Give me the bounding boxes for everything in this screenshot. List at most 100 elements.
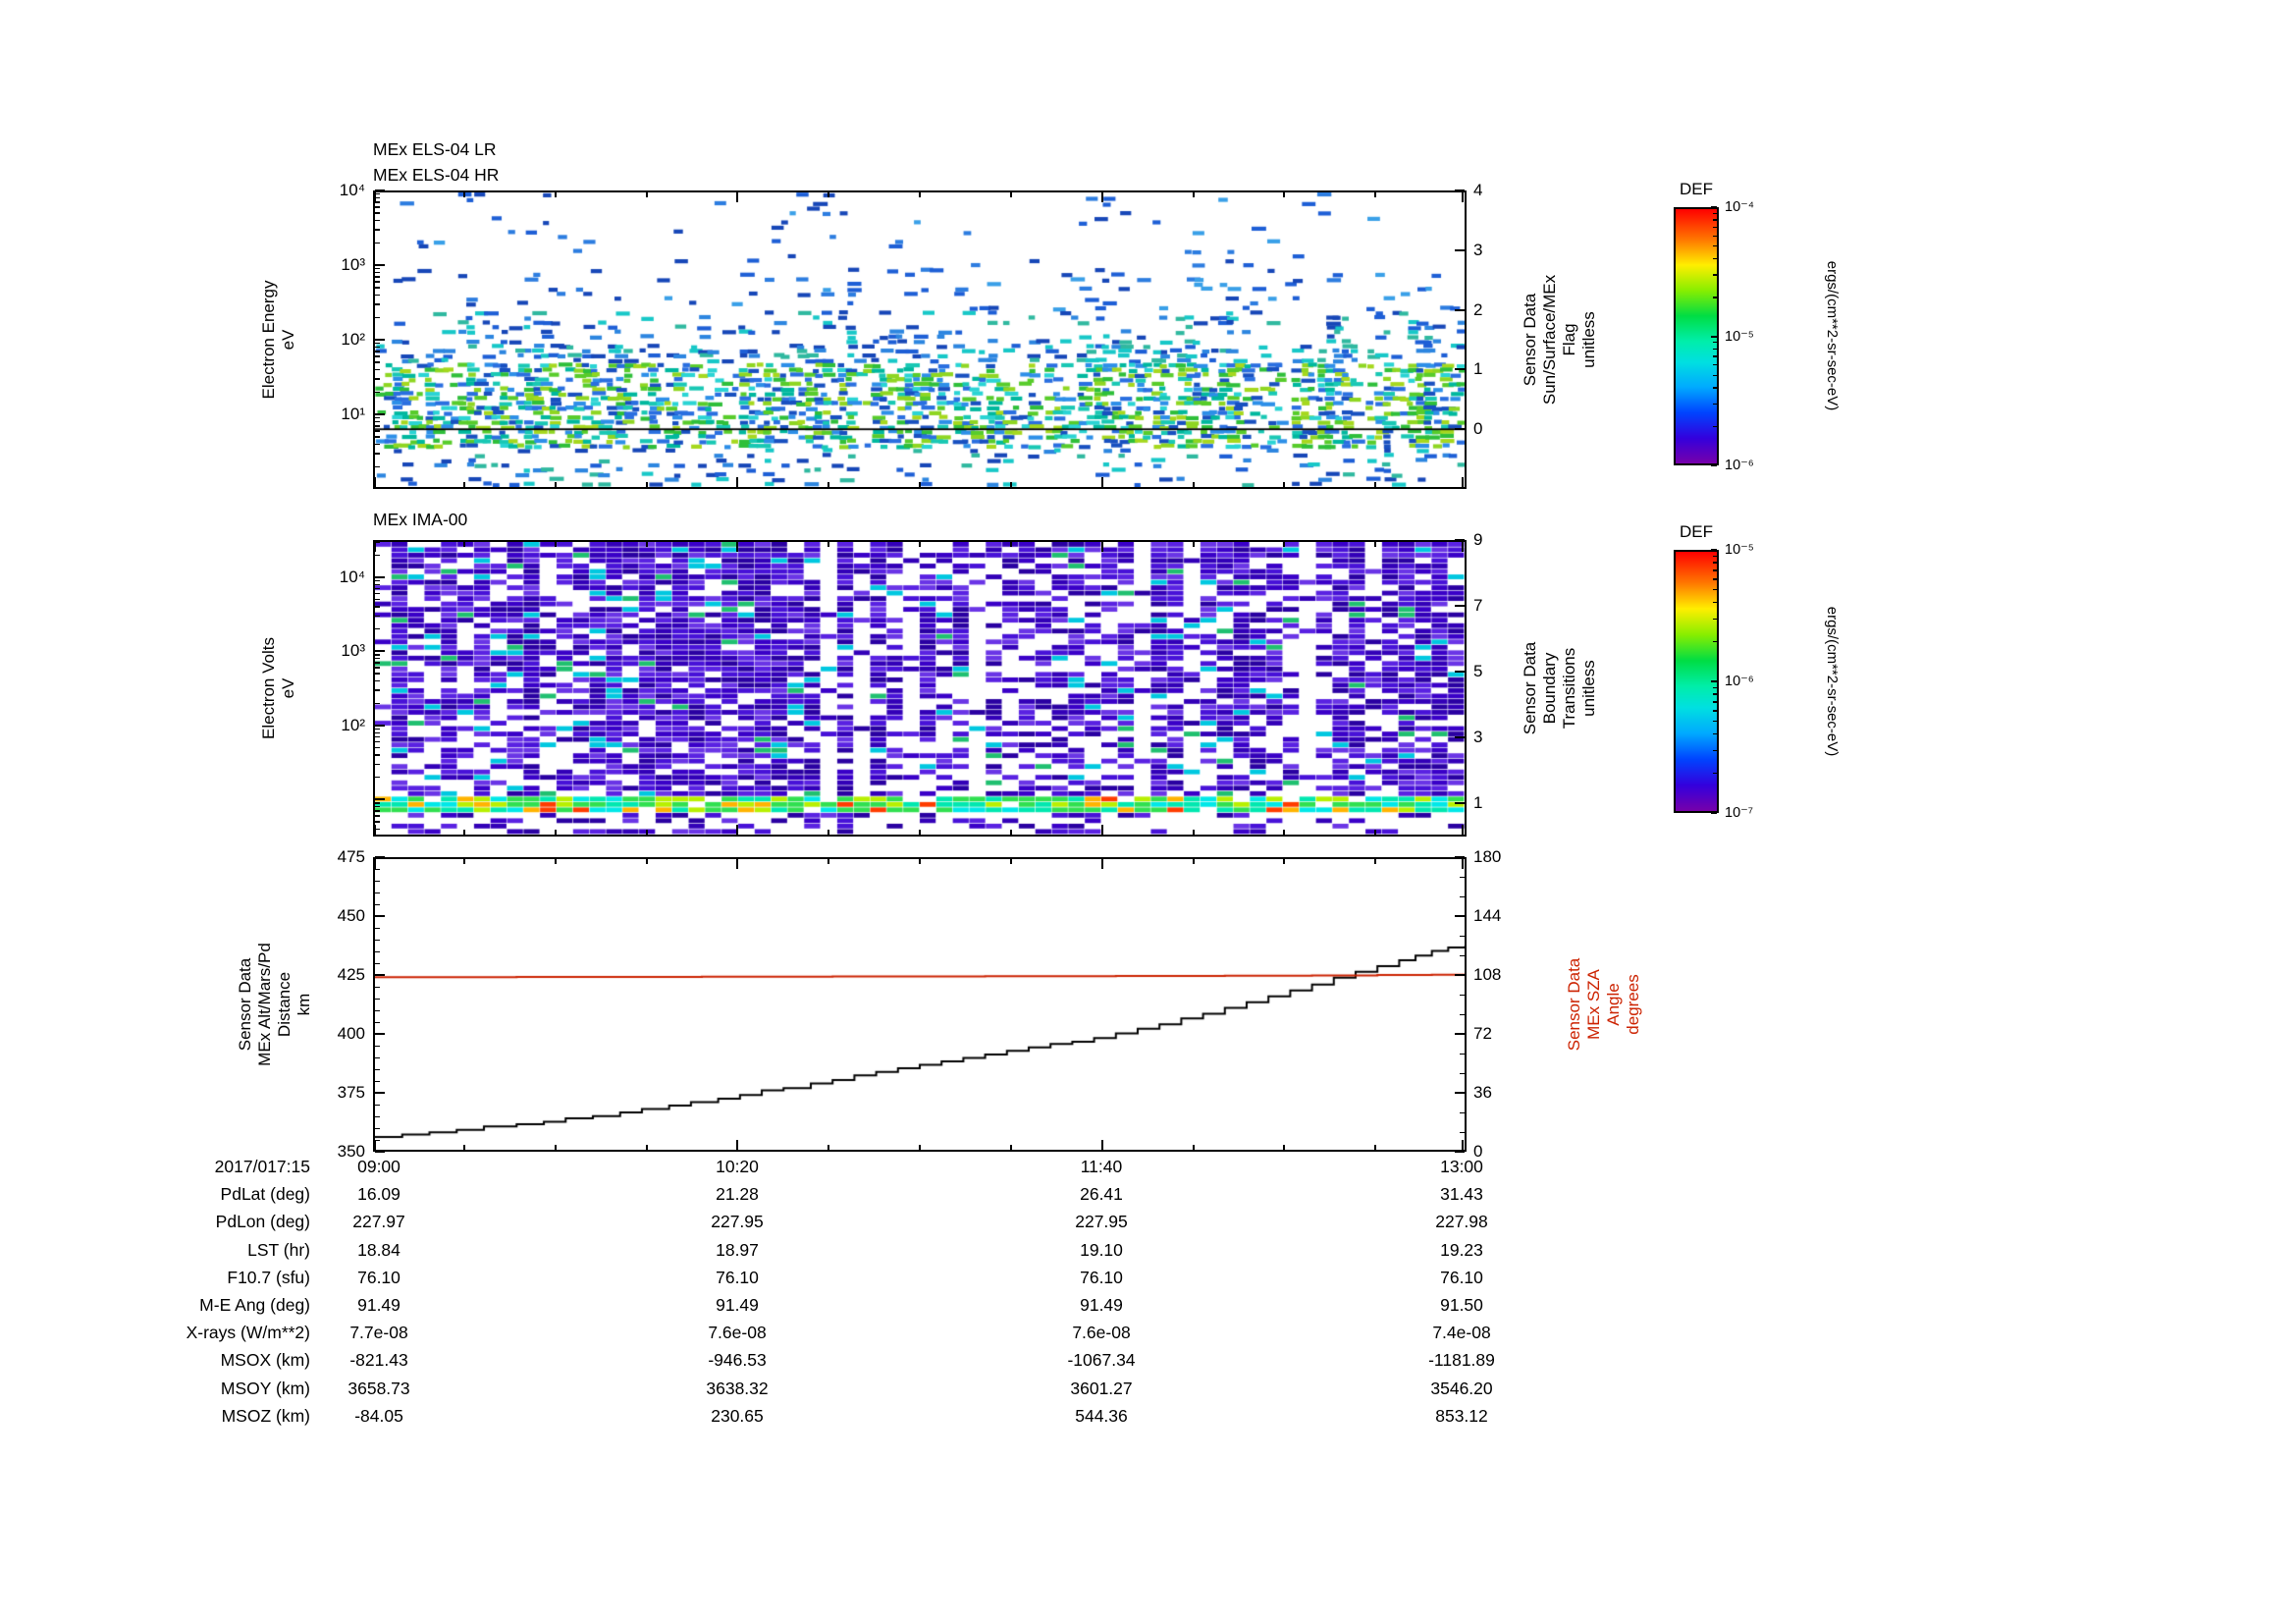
table-row-label: M-E Ang (deg) — [199, 1295, 310, 1315]
y-tick-label: 10¹ — [341, 405, 365, 423]
tick-mark — [375, 1104, 380, 1106]
tick-mark — [375, 673, 380, 675]
tick-mark — [462, 1145, 465, 1150]
tick-mark — [375, 777, 380, 779]
tick-mark — [1192, 830, 1195, 835]
tick-mark — [374, 859, 376, 869]
right-tick-label: 108 — [1473, 965, 1502, 984]
tick-mark — [374, 1140, 376, 1150]
tick-mark — [375, 598, 380, 601]
colorbar2-units-label: ergs/(cm**2-sr-sec-eV) — [1824, 606, 1841, 757]
y-tick-label: 10² — [341, 330, 365, 349]
tick-mark — [1455, 915, 1465, 917]
ima-right-axis-label: Sensor Data Boundary Transitions unitles… — [1521, 641, 1598, 735]
tick-mark — [1374, 482, 1377, 487]
tick-mark — [1462, 825, 1464, 835]
tick-mark — [554, 482, 557, 487]
tick-mark — [1460, 1111, 1465, 1113]
right-tick-label: 4 — [1473, 181, 1483, 199]
tick-mark — [375, 821, 380, 823]
right-tick-label: 2 — [1473, 299, 1483, 319]
sza-right-axis-label: Sensor Data MEx SZA Angle degrees — [1565, 957, 1642, 1052]
y-tick-label: 475 — [337, 847, 365, 866]
table-value: 853.12 — [1435, 1405, 1488, 1426]
tick-mark — [375, 443, 380, 446]
colorbar-tick-label: 10⁻⁵ — [1725, 328, 1754, 345]
tick-mark — [375, 189, 385, 191]
tick-mark — [1713, 387, 1717, 389]
colorbar-tick-label: 10⁻⁶ — [1725, 458, 1754, 473]
tick-mark — [375, 1009, 380, 1011]
tick-mark — [375, 541, 380, 543]
tick-mark — [375, 798, 385, 801]
tick-mark — [1455, 428, 1465, 431]
tick-mark — [1455, 1033, 1465, 1035]
tick-mark — [375, 654, 380, 656]
tick-mark — [375, 1021, 380, 1023]
tick-mark — [375, 950, 380, 952]
tick-mark — [1460, 954, 1465, 956]
tick-mark — [1713, 773, 1717, 775]
table-value: 3638.32 — [706, 1378, 769, 1398]
tick-mark — [1009, 192, 1012, 197]
tick-mark — [375, 880, 380, 882]
tick-mark — [1100, 477, 1103, 487]
table-row-label: MSOY (km) — [220, 1378, 310, 1398]
tick-mark — [375, 554, 380, 556]
tick-mark — [462, 859, 465, 864]
tick-mark — [1455, 539, 1465, 541]
tick-mark — [375, 287, 380, 289]
tick-mark — [375, 294, 380, 297]
tick-mark — [375, 391, 380, 393]
right-tick-label: 72 — [1473, 1024, 1492, 1043]
tick-mark — [374, 825, 376, 835]
table-row-label: PdLat (deg) — [220, 1184, 310, 1205]
table-value: 09:00 — [357, 1157, 400, 1176]
tick-mark — [1713, 364, 1717, 366]
tick-mark — [375, 615, 380, 618]
tick-mark — [375, 689, 380, 691]
title-els-lr: MEx ELS-04 LR — [373, 139, 497, 159]
tick-mark — [375, 650, 385, 653]
table-value: 7.6e-08 — [1072, 1323, 1131, 1343]
tick-mark — [1713, 588, 1717, 591]
tick-mark — [375, 962, 380, 964]
table-value: 19.10 — [1080, 1239, 1123, 1260]
tick-mark — [1460, 895, 1465, 897]
tick-mark — [462, 542, 465, 547]
tick-mark — [1711, 680, 1717, 682]
table-value: -821.43 — [349, 1350, 408, 1371]
tick-mark — [1455, 308, 1465, 311]
tick-mark — [645, 482, 648, 487]
altitude-sza-line-canvas — [375, 859, 1465, 1150]
tick-mark — [375, 355, 380, 357]
tick-mark — [736, 192, 739, 202]
tick-mark — [1713, 212, 1717, 214]
tick-mark — [375, 728, 380, 730]
tick-mark — [375, 628, 380, 630]
table-value: 7.7e-08 — [349, 1323, 408, 1343]
tick-mark — [1374, 192, 1377, 197]
tick-mark — [828, 482, 830, 487]
colorbar-tick-label: 10⁻⁶ — [1725, 674, 1754, 689]
table-value: 227.98 — [1435, 1212, 1488, 1232]
tick-mark — [736, 825, 739, 835]
tick-mark — [375, 206, 380, 208]
tick-mark — [375, 667, 380, 669]
table-value: 91.49 — [357, 1295, 400, 1315]
tick-mark — [645, 192, 648, 197]
tick-mark — [554, 542, 557, 547]
y-tick-label: 375 — [337, 1083, 365, 1102]
y-tick-label: 425 — [337, 965, 365, 984]
tick-mark — [374, 542, 376, 552]
table-row-label: 2017/017:15 — [214, 1157, 310, 1176]
tick-mark — [375, 1056, 380, 1058]
tick-mark — [375, 828, 380, 831]
tick-mark — [375, 806, 380, 808]
tick-mark — [1192, 1145, 1195, 1150]
tick-mark — [1192, 482, 1195, 487]
altitude-sza-line-panel — [373, 857, 1467, 1152]
tick-mark — [1192, 859, 1195, 864]
tick-mark — [1283, 192, 1286, 197]
